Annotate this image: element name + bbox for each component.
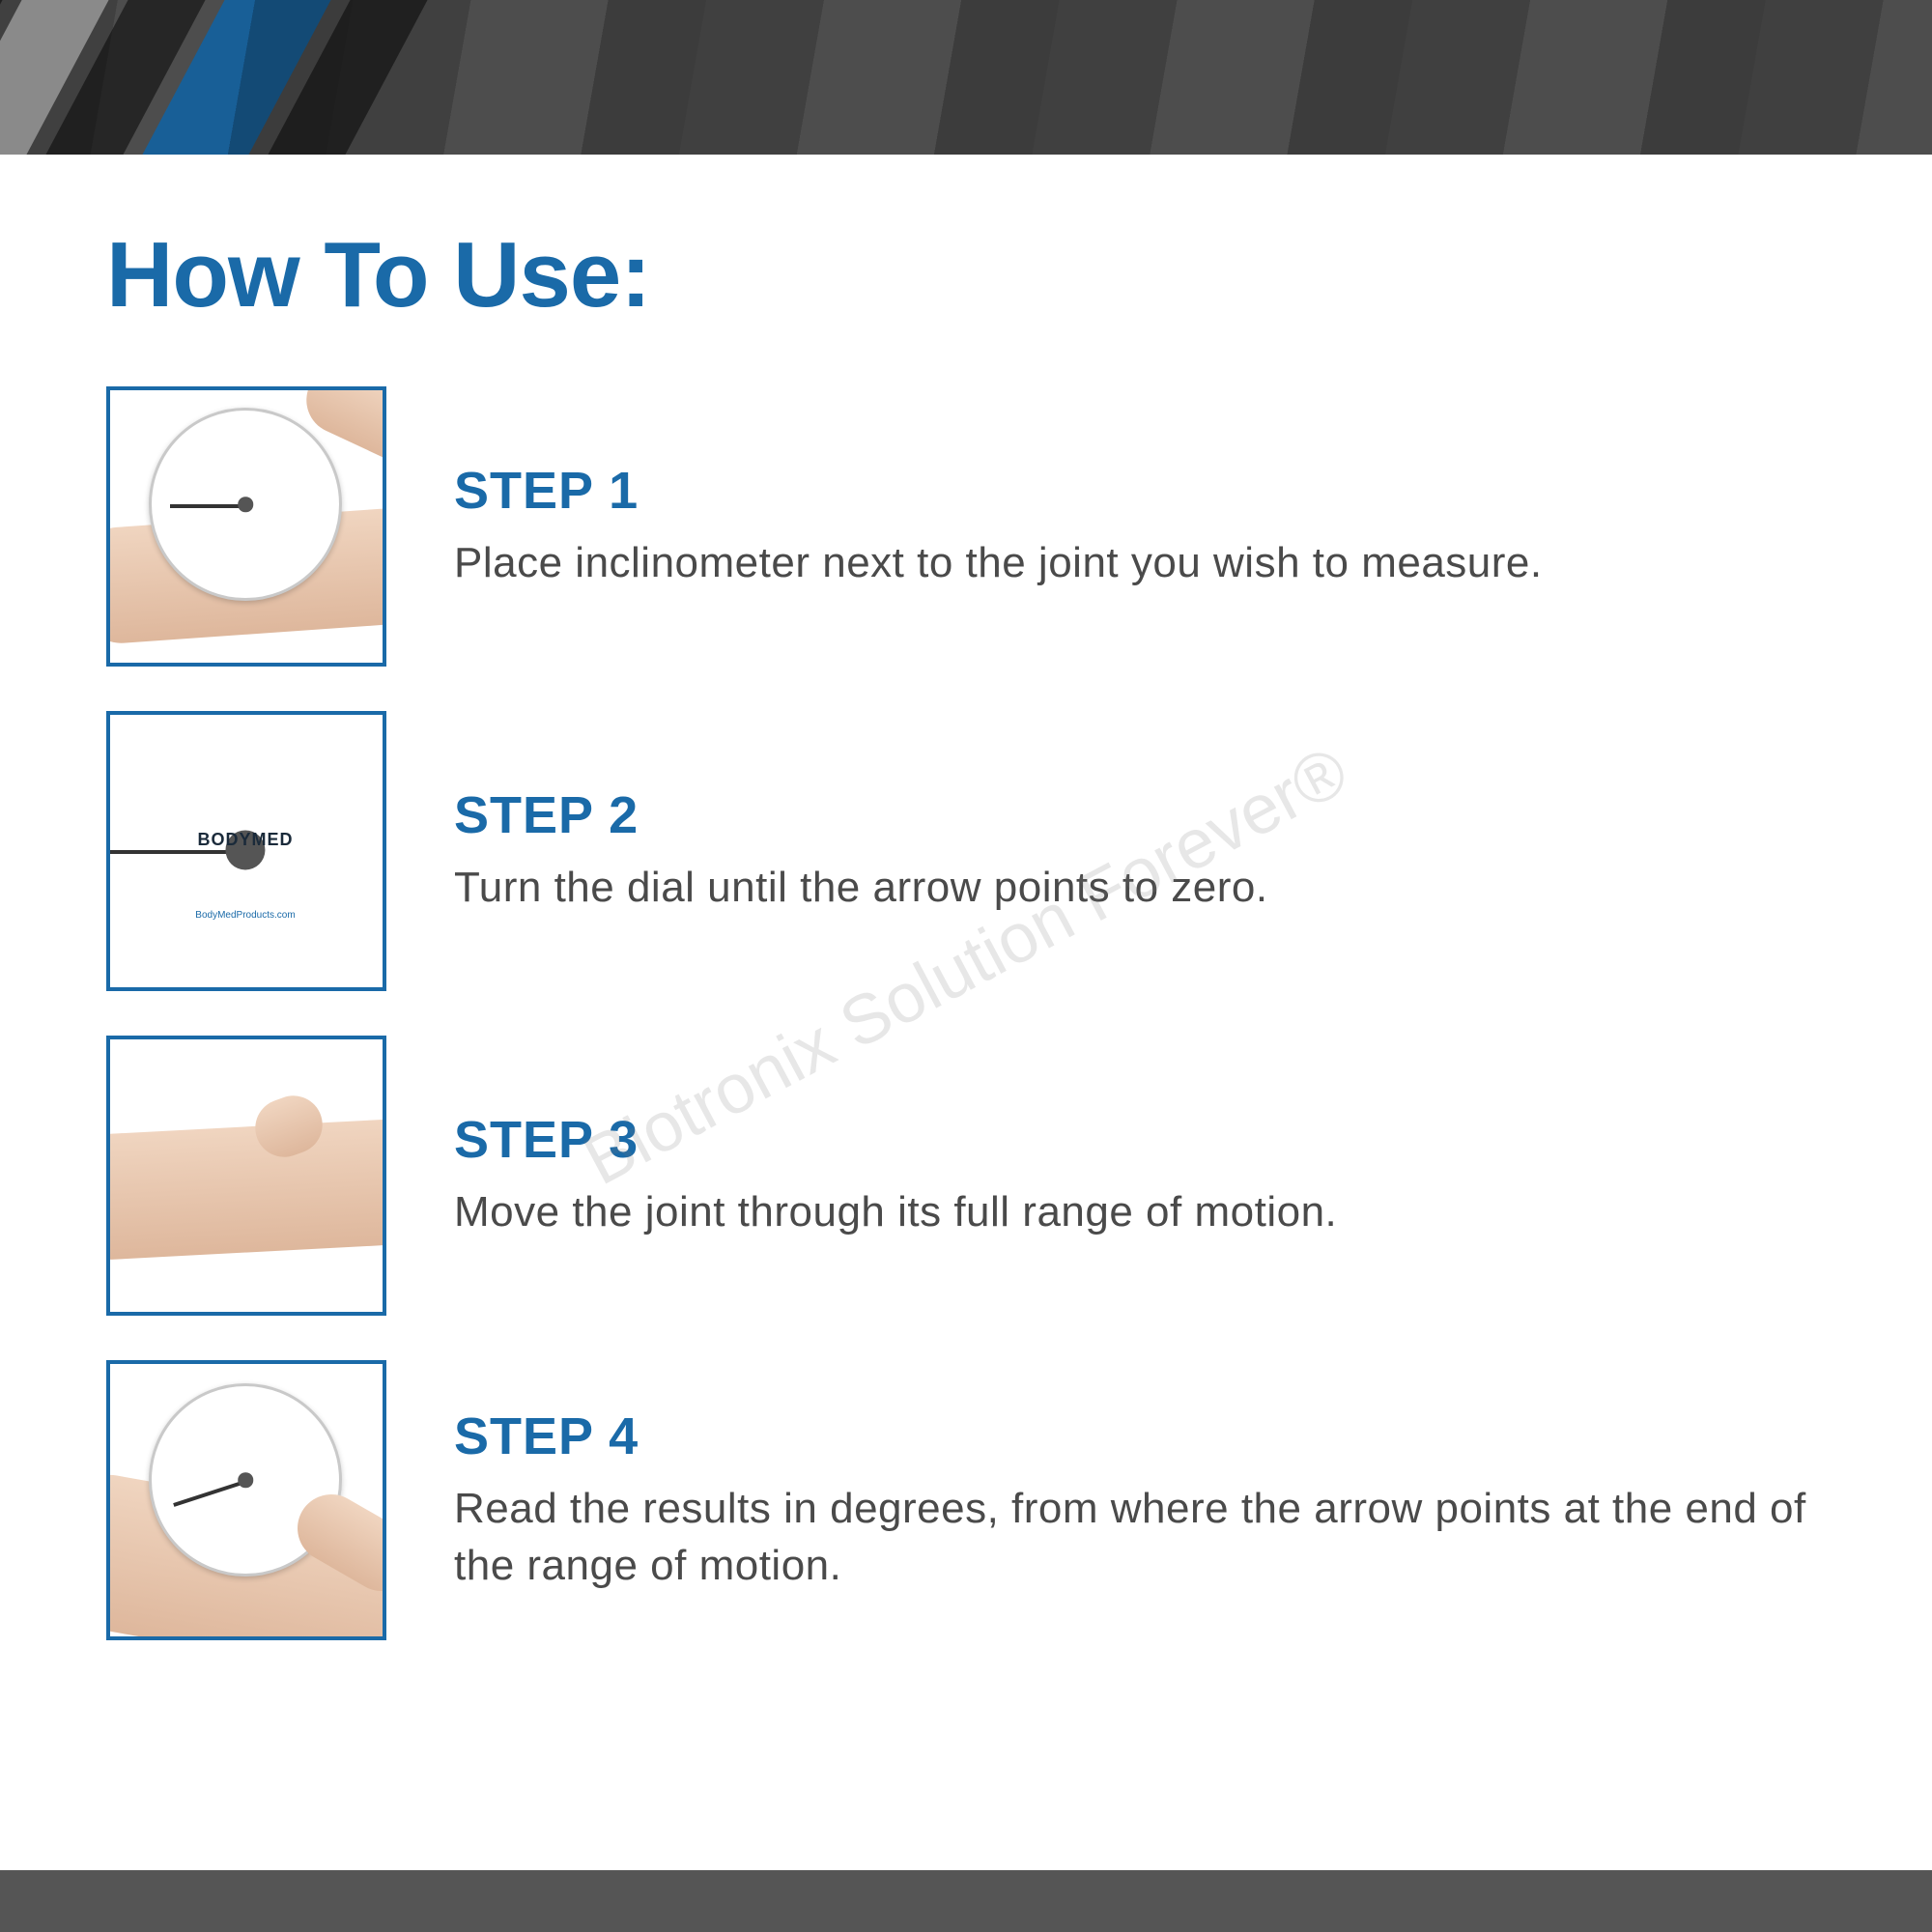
- footer-band: [0, 1870, 1932, 1932]
- step-image: [106, 1036, 386, 1316]
- step-row: STEP 4 Read the results in degrees, from…: [106, 1360, 1826, 1640]
- step-row: BODYMED BodyMedProducts.com STEP 2 Turn …: [106, 711, 1826, 991]
- page-title: How To Use:: [106, 222, 1826, 328]
- step-image: BODYMED BodyMedProducts.com: [106, 711, 386, 991]
- dial-subtext: BodyMedProducts.com: [106, 910, 386, 921]
- step-label: STEP 2: [454, 785, 1826, 845]
- step-body: Place inclinometer next to the joint you…: [454, 534, 1826, 591]
- header-band: [0, 0, 1932, 155]
- step-label: STEP 1: [454, 461, 1826, 521]
- step-image: [106, 1360, 386, 1640]
- step-image: [106, 386, 386, 667]
- step-body: Read the results in degrees, from where …: [454, 1480, 1826, 1595]
- step-label: STEP 3: [454, 1110, 1826, 1170]
- steps-list: STEP 1 Place inclinometer next to the jo…: [106, 386, 1826, 1640]
- step-row: STEP 3 Move the joint through its full r…: [106, 1036, 1826, 1316]
- step-row: STEP 1 Place inclinometer next to the jo…: [106, 386, 1826, 667]
- step-body: Turn the dial until the arrow points to …: [454, 859, 1826, 916]
- step-body: Move the joint through its full range of…: [454, 1183, 1826, 1240]
- step-label: STEP 4: [454, 1406, 1826, 1466]
- content-area: How To Use: STEP 1 Place inclinometer ne…: [0, 155, 1932, 1640]
- dial-brand: BODYMED: [106, 830, 386, 850]
